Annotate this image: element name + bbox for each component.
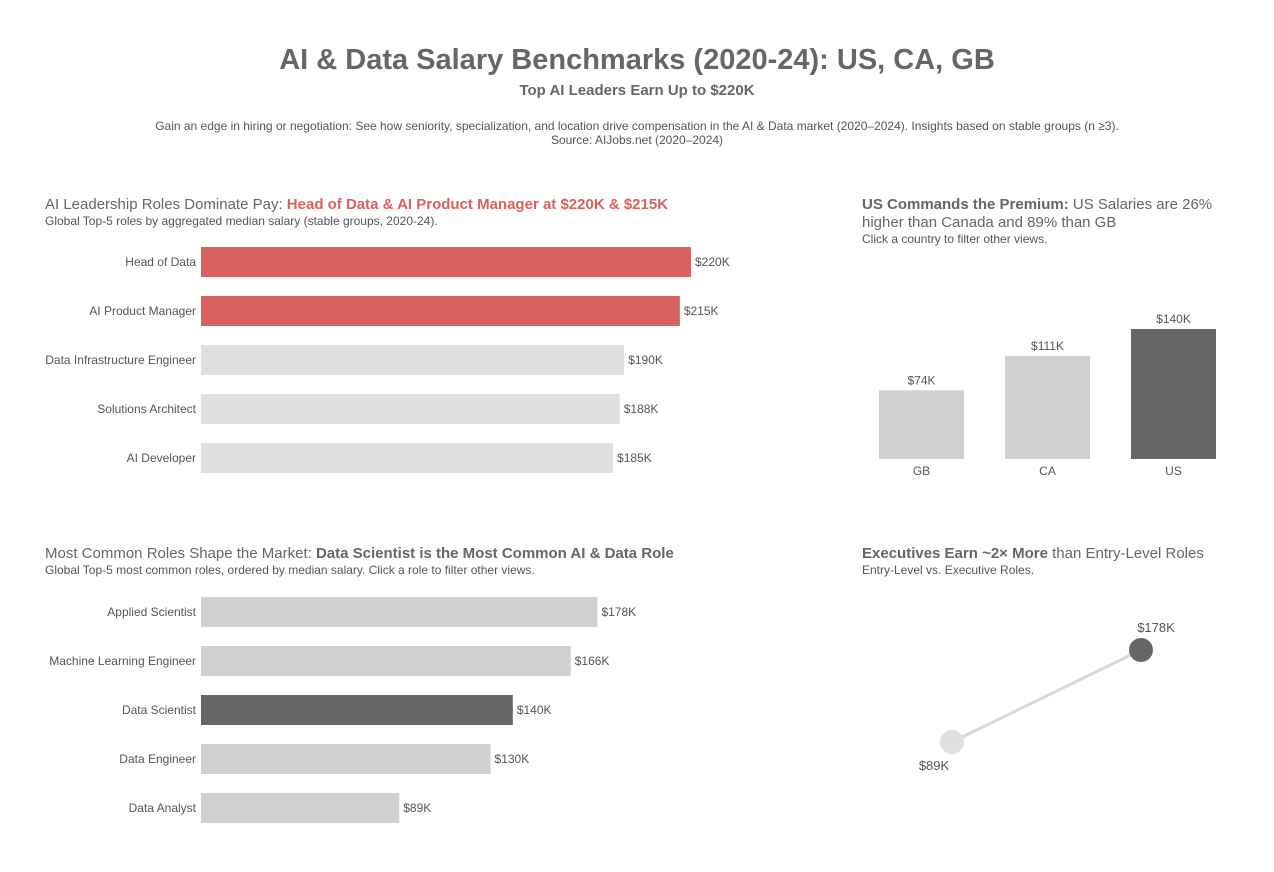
leadership-panel-subtitle: Global Top-5 roles by aggregated median …	[45, 214, 438, 228]
category-label-us: US	[1165, 464, 1182, 478]
common-roles-bar-chart[interactable]: Applied Scientist $178K Machine Learning E…	[0, 590, 800, 835]
value-label-data-analyst: $89K	[403, 801, 431, 815]
category-label-ca: CA	[1039, 464, 1056, 478]
category-label-head-of-data: Head of Data	[125, 255, 196, 269]
description-text: Gain an edge in hiring or negotiation: S…	[155, 119, 1119, 133]
category-label-gb: GB	[913, 464, 930, 478]
bar-data-engineer[interactable]	[201, 744, 491, 774]
bar-us[interactable]	[1131, 329, 1216, 459]
value-label-us: $140K	[1156, 312, 1191, 326]
leadership-panel-header: AI Leadership Roles Dominate Pay: Head o…	[45, 196, 805, 228]
value-label-entry-level: $89K	[919, 758, 950, 773]
value-label-data-engineer: $130K	[495, 752, 530, 766]
leadership-panel-title: AI Leadership Roles Dominate Pay: Head o…	[45, 196, 805, 214]
bar-ai-developer	[201, 443, 614, 473]
value-label-head-of-data: $220K	[695, 255, 730, 269]
value-label-executive: $178K	[1137, 620, 1175, 635]
seniority-panel-header: Executives Earn ~2× More than Entry-Leve…	[862, 545, 1232, 577]
country-title-plain: US Salaries are 26% higher than Canada a…	[862, 196, 1213, 231]
value-label-solutions-architect: $188K	[624, 402, 659, 416]
category-label-ai-developer: AI Developer	[127, 451, 196, 465]
leadership-bar-chart: Head of Data $220K AI Product Manager $215K…	[45, 247, 730, 473]
page-description: Gain an edge in hiring or negotiation: S…	[0, 119, 1274, 147]
bar-data-scientist[interactable]	[201, 695, 513, 725]
seniority-dumbbell-chart: $89K $178K	[919, 620, 1175, 773]
point-entry-level	[940, 730, 964, 754]
category-label-data-infrastructure-engineer: Data Infrastructure Engineer	[45, 353, 196, 367]
category-label-machine-learning-engineer: Machine Learning Engineer	[49, 654, 196, 668]
bar-head-of-data	[201, 247, 691, 277]
bar-ai-product-manager	[201, 296, 680, 326]
page-title: AI & Data Salary Benchmarks (2020-24): U…	[279, 44, 995, 76]
common-panel-subtitle: Global Top-5 most common roles, ordered …	[45, 563, 535, 577]
seniority-panel-subtitle: Entry-Level vs. Executive Roles.	[862, 563, 1035, 577]
country-panel-header: US Commands the Premium: US Salaries are…	[862, 196, 1232, 246]
seniority-panel-title: Executives Earn ~2× More than Entry-Leve…	[862, 545, 1232, 563]
bar-data-analyst[interactable]	[201, 793, 400, 823]
value-label-ai-product-manager: $215K	[684, 304, 719, 318]
seniority-title-bold: Executives Earn ~2× More	[862, 545, 1048, 562]
bar-ca[interactable]	[1005, 355, 1090, 459]
value-label-ai-developer: $185K	[617, 451, 652, 465]
common-panel-header: Most Common Roles Shape the Market: Data…	[45, 545, 805, 577]
country-bar-chart[interactable]: $74K GB $111K CA $140K US	[860, 300, 1240, 485]
value-label-ca: $111K	[1031, 339, 1064, 353]
country-panel-title: US Commands the Premium: US Salaries are…	[862, 196, 1232, 232]
common-panel-title: Most Common Roles Shape the Market: Data…	[45, 545, 805, 563]
bar-gb[interactable]	[879, 390, 964, 459]
page-subtitle: Top AI Leaders Earn Up to $220K	[519, 82, 755, 99]
value-label-applied-scientist: $178K	[601, 605, 636, 619]
point-executive	[1129, 638, 1153, 662]
category-label-solutions-architect: Solutions Architect	[97, 402, 196, 416]
leadership-title-highlight: Head of Data & AI Product Manager at $22…	[286, 196, 669, 213]
category-label-applied-scientist: Applied Scientist	[107, 605, 196, 619]
connector-line	[951, 648, 1142, 744]
bar-data-infrastructure-engineer	[201, 345, 625, 375]
common-title-plain: Most Common Roles Shape the Market:	[45, 545, 316, 562]
country-panel-subtitle: Click a country to filter other views.	[862, 232, 1048, 246]
value-label-gb: $74K	[907, 373, 935, 387]
category-label-data-scientist: Data Scientist	[122, 703, 197, 717]
value-label-machine-learning-engineer: $166K	[575, 654, 610, 668]
category-label-ai-product-manager: AI Product Manager	[89, 304, 196, 318]
leadership-title-plain: AI Leadership Roles Dominate Pay:	[45, 196, 287, 213]
seniority-title-plain: than Entry-Level Roles	[1047, 545, 1204, 562]
bar-applied-scientist[interactable]	[201, 597, 598, 627]
category-label-data-engineer: Data Engineer	[119, 752, 196, 766]
country-title-bold: US Commands the Premium:	[862, 196, 1069, 213]
source-text: Source: AIJobs.net (2020–2024)	[550, 133, 724, 147]
common-title-bold: Data Scientist is the Most Common AI & D…	[315, 545, 674, 562]
bar-solutions-architect	[201, 394, 620, 424]
bar-machine-learning-engineer[interactable]	[201, 646, 571, 676]
value-label-data-infrastructure-engineer: $190K	[628, 353, 663, 367]
value-label-data-scientist: $140K	[517, 703, 552, 717]
category-label-data-analyst: Data Analyst	[129, 801, 197, 815]
